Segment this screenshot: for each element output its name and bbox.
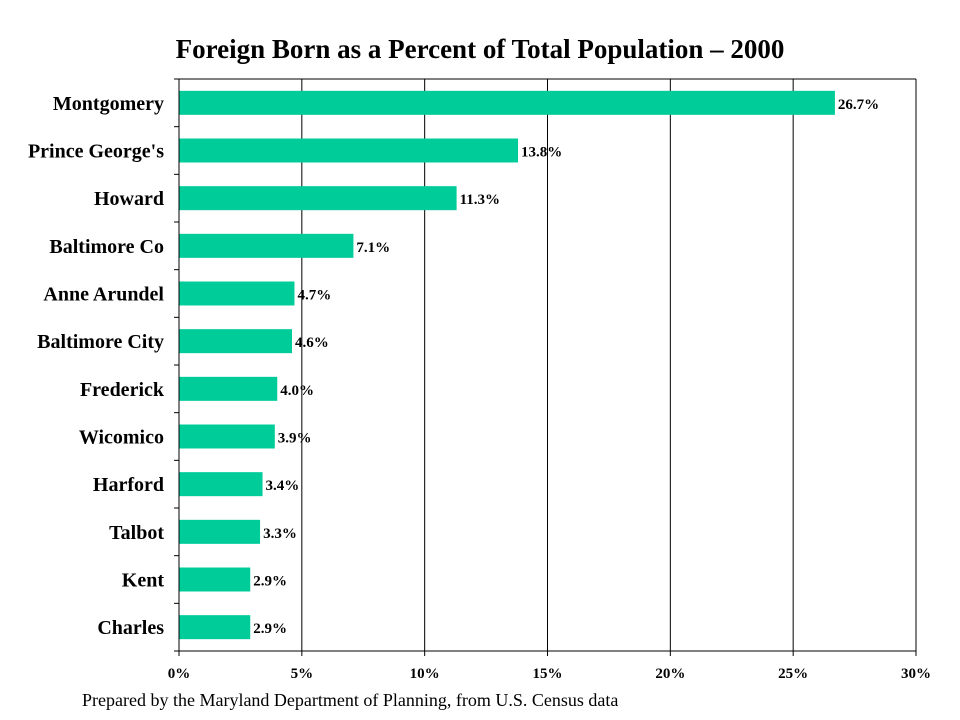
x-tick-label: 25% <box>778 666 808 682</box>
data-label: 4.0% <box>280 383 314 399</box>
labels: 0% 5% 10% 15% 20% 25% 30% Montgomery 26.7% Prince… <box>28 93 931 682</box>
source-note: Prepared by the Maryland Department of P… <box>82 690 619 710</box>
x-tick-label: 20% <box>655 666 685 682</box>
data-label: 2.9% <box>253 574 287 590</box>
bar-8 <box>179 472 263 497</box>
bar-1 <box>179 138 519 163</box>
bar-5 <box>179 329 293 354</box>
bar-4 <box>179 281 295 306</box>
category-label: Howard <box>94 188 164 210</box>
data-label: 4.6% <box>295 335 329 351</box>
x-tick-label: 10% <box>410 666 440 682</box>
gridlines <box>301 79 917 651</box>
x-tick-label: 30% <box>901 666 931 682</box>
data-label: 7.1% <box>356 240 390 256</box>
x-tick-label: 0% <box>168 666 191 682</box>
data-label: 3.3% <box>263 526 297 542</box>
bar-6 <box>179 376 278 401</box>
category-label: Harford <box>93 474 164 496</box>
category-label: Frederick <box>80 379 165 401</box>
data-label: 13.8% <box>521 145 562 161</box>
data-label: 3.4% <box>266 478 300 494</box>
bar-3 <box>179 233 354 258</box>
data-label: 11.3% <box>460 192 500 208</box>
x-tick-label: 15% <box>533 666 563 682</box>
category-label: Talbot <box>109 522 164 544</box>
category-label: Charles <box>97 617 164 639</box>
bar-7 <box>179 424 275 449</box>
bar-10 <box>179 567 251 592</box>
data-label: 2.9% <box>253 621 287 637</box>
category-label: Kent <box>122 570 165 592</box>
category-label: Anne Arundel <box>43 284 164 306</box>
data-label: 3.9% <box>278 431 312 447</box>
data-label: 4.7% <box>297 288 331 304</box>
x-tick-label: 5% <box>291 666 314 682</box>
bars <box>179 90 835 640</box>
category-label: Prince George's <box>28 141 164 163</box>
category-label: Montgomery <box>53 93 164 115</box>
category-label: Baltimore Co <box>49 236 164 258</box>
chart-title: Foreign Born as a Percent of Total Popul… <box>175 34 785 64</box>
axes <box>174 78 917 656</box>
data-label: 26.7% <box>838 97 879 113</box>
bar-2 <box>179 186 457 211</box>
bar-11 <box>179 615 251 640</box>
bar-0 <box>179 90 835 115</box>
category-label: Baltimore City <box>37 331 164 353</box>
category-label: Wicomico <box>79 427 164 449</box>
bar-9 <box>179 519 261 544</box>
